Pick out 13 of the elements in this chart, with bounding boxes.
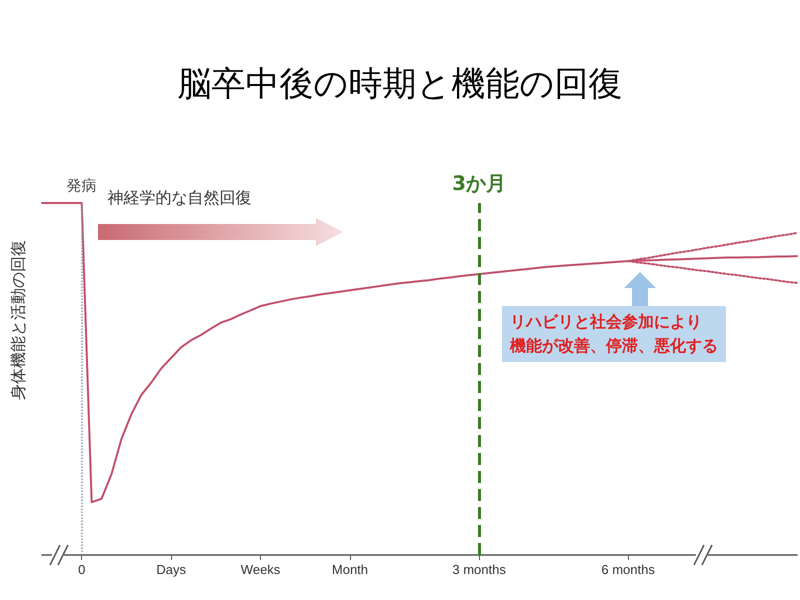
x-tick-label: 6 months <box>601 562 656 577</box>
annotation: 神経学的な自然回復 <box>108 188 252 209</box>
annotation: リハビリと社会参加により <box>510 311 703 333</box>
x-tick-label: Days <box>156 562 186 577</box>
ref-line-label: 3か月 <box>452 171 506 195</box>
x-tick-label: Weeks <box>240 562 281 577</box>
x-tick-label: 3 months <box>452 562 506 577</box>
chart-title: 脳卒中後の時期と機能の回復 <box>178 64 622 104</box>
ref-line-label: 発病 <box>66 176 97 194</box>
x-tick-label: Month <box>332 562 368 577</box>
annotation: 機能が改善、停滞、悪化する <box>510 335 718 357</box>
y-axis-title: 身体機能と活動の回復 <box>8 240 28 400</box>
x-tick-label: 0 <box>78 562 86 577</box>
